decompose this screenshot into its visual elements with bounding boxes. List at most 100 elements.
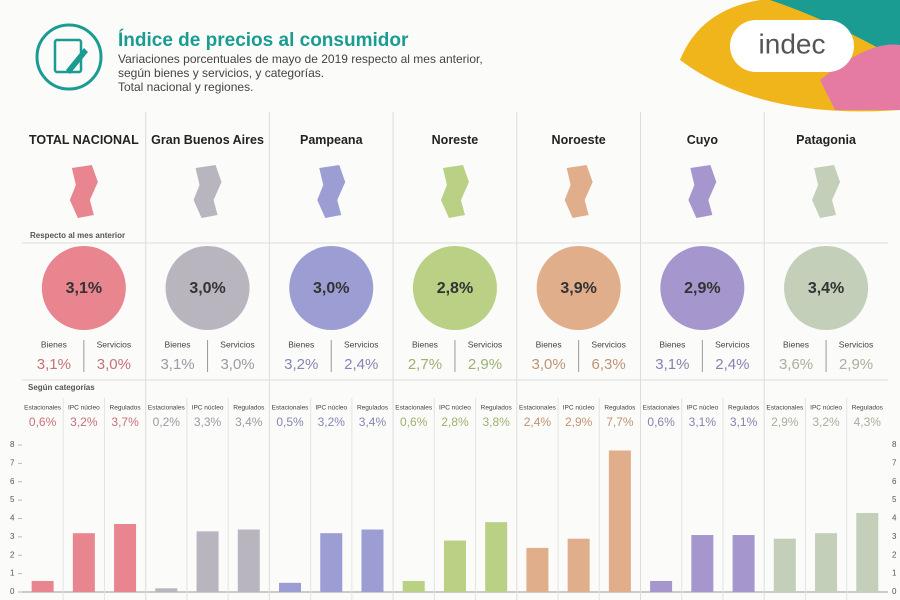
- y-tick-label: 4: [10, 514, 15, 523]
- subtitle: Total nacional y regiones.: [118, 80, 253, 94]
- bar: [196, 531, 219, 592]
- region-map: [317, 165, 346, 218]
- services-value: 2,4%: [344, 356, 378, 373]
- bar: [72, 533, 95, 592]
- category-value: 0,6%: [647, 415, 675, 429]
- region-map: [69, 165, 98, 218]
- category-header: Regulados: [357, 405, 389, 412]
- category-header: Estacionales: [148, 405, 186, 412]
- services-label: Servicios: [839, 339, 873, 349]
- category-value: 0,2%: [153, 415, 181, 429]
- deco-teal: [770, 0, 900, 60]
- goods-label: Bienes: [659, 339, 685, 349]
- title: Índice de precios al consumidor: [118, 29, 409, 51]
- bar: [567, 538, 590, 592]
- goods-label: Bienes: [288, 339, 314, 349]
- subtitle: Variaciones porcentuales de mayo de 2019…: [118, 52, 483, 66]
- subtitle: según bienes y servicios, y categorías.: [118, 66, 324, 80]
- goods-label: Bienes: [536, 339, 562, 349]
- y-tick-label: 3: [892, 532, 897, 541]
- category-value: 0,6%: [400, 415, 428, 429]
- goods-value: 3,1%: [37, 356, 71, 373]
- y-tick-label: 7: [10, 458, 15, 467]
- category-value: 7,7%: [606, 415, 634, 429]
- y-tick-label: 8: [10, 440, 15, 449]
- bar: [237, 529, 260, 592]
- deco-pink: [820, 44, 900, 110]
- y-tick-label: 6: [10, 477, 15, 486]
- region-name: Pampeana: [299, 133, 363, 147]
- category-value: 2,4%: [524, 415, 552, 429]
- region-name: Noroeste: [551, 133, 606, 147]
- total-circle: [289, 246, 374, 330]
- category-value: 2,9%: [565, 415, 593, 429]
- section-label: Según categorías: [28, 383, 95, 392]
- logo-pill: [730, 20, 854, 72]
- category-header: Estacionales: [395, 405, 433, 412]
- section-label: Respecto al mes anterior: [30, 231, 125, 240]
- bar: [773, 538, 796, 592]
- services-label: Servicios: [344, 339, 378, 349]
- category-header: Regulados: [110, 405, 142, 412]
- category-header: Regulados: [481, 405, 513, 412]
- region-map: [193, 165, 222, 218]
- category-value: 3,8%: [483, 415, 511, 429]
- category-value: 3,2%: [318, 415, 346, 429]
- category-value: 3,1%: [689, 415, 717, 429]
- goods-value: 3,1%: [655, 356, 689, 373]
- bar: [155, 588, 178, 592]
- category-value: 3,4%: [235, 415, 263, 429]
- region-name: Cuyo: [686, 133, 718, 147]
- goods-value: 3,1%: [160, 356, 194, 373]
- category-header: Regulados: [852, 405, 884, 412]
- total-circle: [660, 246, 745, 330]
- y-tick-label: 5: [10, 495, 15, 504]
- total-value: 3,0%: [189, 280, 225, 297]
- category-header: IPC núcleo: [315, 405, 347, 412]
- category-value: 3,4%: [359, 415, 387, 429]
- total-value: 3,4%: [808, 280, 844, 297]
- bar: [114, 524, 137, 592]
- total-value: 2,9%: [684, 280, 720, 297]
- category-value: 3,2%: [70, 415, 98, 429]
- total-circle: [165, 246, 250, 330]
- region-name: Patagonia: [796, 133, 856, 147]
- bar: [815, 533, 838, 592]
- goods-value: 3,6%: [779, 356, 813, 373]
- services-value: 2,4%: [715, 356, 749, 373]
- services-label: Servicios: [591, 339, 625, 349]
- y-tick-label: 4: [892, 514, 897, 523]
- icon-ring: [35, 23, 103, 91]
- goods-label: Bienes: [41, 339, 67, 349]
- category-header: Estacionales: [24, 405, 62, 412]
- bar: [608, 450, 631, 592]
- category-header: Estacionales: [519, 405, 557, 412]
- region-name: TOTAL NACIONAL: [28, 133, 139, 147]
- region-map: [688, 165, 717, 218]
- category-header: IPC núcleo: [563, 405, 595, 412]
- services-label: Servicios: [97, 339, 131, 349]
- bar: [650, 580, 673, 592]
- category-value: 3,2%: [812, 415, 840, 429]
- icon-pencil: [66, 48, 88, 74]
- category-header: IPC núcleo: [439, 405, 471, 412]
- total-circle: [784, 246, 869, 330]
- category-value: 0,5%: [276, 415, 304, 429]
- category-header: IPC núcleo: [68, 405, 100, 412]
- category-header: IPC núcleo: [192, 405, 224, 412]
- y-tick-label: 2: [892, 550, 897, 559]
- bar: [691, 535, 714, 592]
- category-value: 4,3%: [854, 415, 882, 429]
- y-tick-label: 8: [892, 440, 897, 449]
- services-label: Servicios: [715, 339, 749, 349]
- services-label: Servicios: [468, 339, 502, 349]
- category-header: IPC núcleo: [686, 405, 718, 412]
- y-tick-label: 6: [892, 477, 897, 486]
- total-circle: [412, 246, 497, 330]
- services-value: 3,0%: [220, 356, 254, 373]
- category-header: Regulados: [728, 405, 760, 412]
- bar: [856, 512, 879, 592]
- y-tick-label: 2: [10, 550, 15, 559]
